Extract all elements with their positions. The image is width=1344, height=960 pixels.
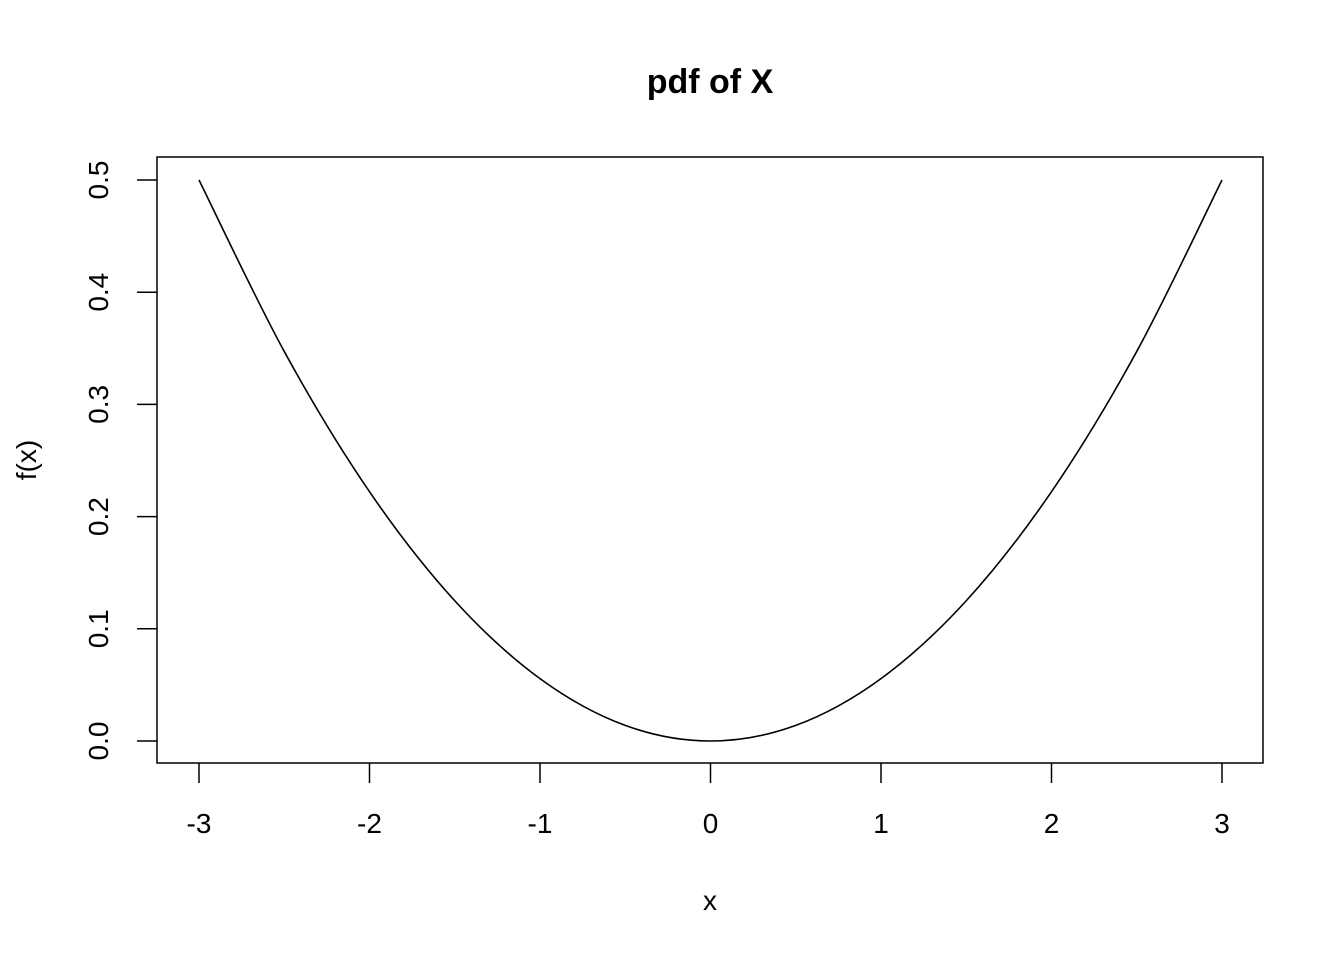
series-line [198,179,1223,742]
y-axis: 0.0 0.1 0.2 0.3 0.4 0.5 [83,161,157,761]
y-axis-label: f(x) [11,440,42,480]
x-tick-label: 1 [873,808,889,839]
x-tick-label: -1 [528,808,553,839]
x-tick-label: 0 [703,808,719,839]
x-tick-label: -3 [187,808,212,839]
plot-frame [156,156,1264,764]
y-tick-label: 0.1 [83,609,114,648]
y-tick-label: 0.3 [83,385,114,424]
x-tick-label: 3 [1214,808,1230,839]
y-tick-label: 0.4 [83,273,114,312]
y-tick-label: 0.5 [83,161,114,200]
x-tick-label: 2 [1044,808,1060,839]
y-tick-label: 0.0 [83,722,114,761]
chart-title: pdf of X [647,63,774,101]
x-tick-label: -2 [357,808,382,839]
x-axis: -3 -2 -1 0 1 2 3 [187,763,1230,839]
x-axis-label: x [703,885,717,916]
y-tick-label: 0.2 [83,497,114,536]
series-group [198,179,1223,742]
